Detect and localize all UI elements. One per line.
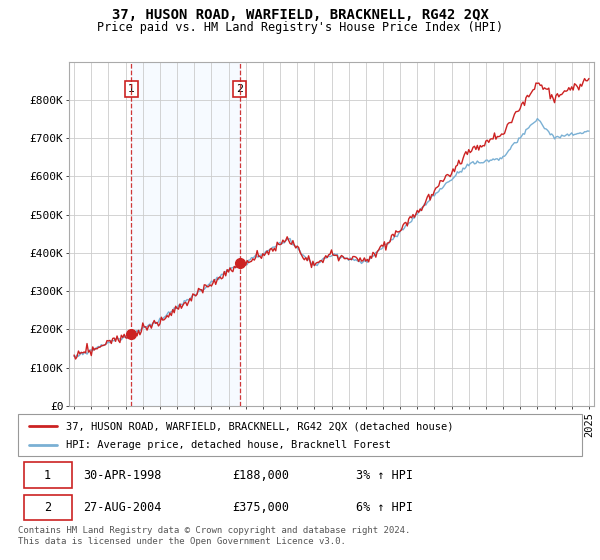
Text: 30-APR-1998: 30-APR-1998 — [83, 469, 161, 482]
Text: 37, HUSON ROAD, WARFIELD, BRACKNELL, RG42 2QX: 37, HUSON ROAD, WARFIELD, BRACKNELL, RG4… — [112, 8, 488, 22]
Text: £375,000: £375,000 — [232, 501, 289, 514]
Text: 2: 2 — [236, 84, 243, 94]
FancyBboxPatch shape — [23, 494, 71, 520]
Text: 3% ↑ HPI: 3% ↑ HPI — [356, 469, 413, 482]
Text: Price paid vs. HM Land Registry's House Price Index (HPI): Price paid vs. HM Land Registry's House … — [97, 21, 503, 34]
Text: 37, HUSON ROAD, WARFIELD, BRACKNELL, RG42 2QX (detached house): 37, HUSON ROAD, WARFIELD, BRACKNELL, RG4… — [66, 421, 454, 431]
Text: HPI: Average price, detached house, Bracknell Forest: HPI: Average price, detached house, Brac… — [66, 440, 391, 450]
Text: 27-AUG-2004: 27-AUG-2004 — [83, 501, 161, 514]
Text: Contains HM Land Registry data © Crown copyright and database right 2024.
This d: Contains HM Land Registry data © Crown c… — [18, 526, 410, 546]
Text: £188,000: £188,000 — [232, 469, 289, 482]
Text: 2: 2 — [44, 501, 51, 514]
FancyBboxPatch shape — [23, 463, 71, 488]
Text: 6% ↑ HPI: 6% ↑ HPI — [356, 501, 413, 514]
Text: 1: 1 — [44, 469, 51, 482]
Bar — [131, 62, 240, 406]
Text: 1: 1 — [128, 84, 135, 94]
